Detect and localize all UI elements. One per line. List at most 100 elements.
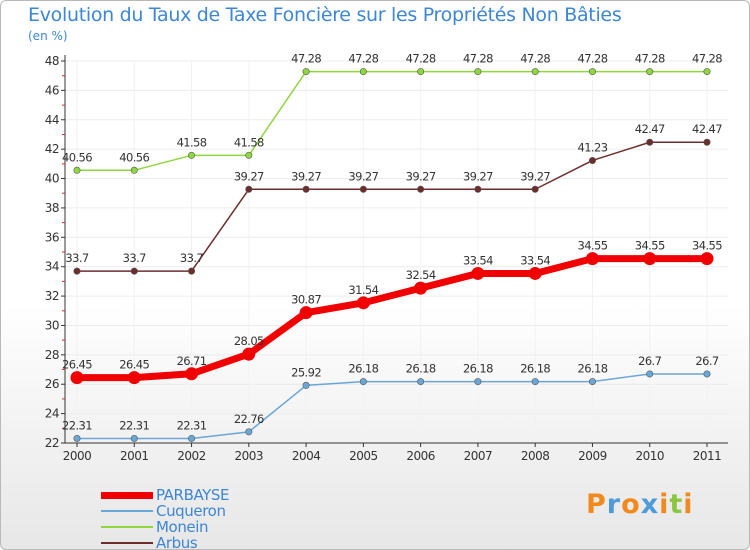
y-tick-label: 42: [45, 142, 59, 156]
data-point-monein: [73, 166, 81, 174]
data-label-arbus: 33.7: [65, 251, 88, 265]
legend-label: Monein: [156, 518, 209, 536]
data-point-monein: [245, 151, 253, 159]
logo-letter: i: [659, 489, 670, 520]
data-point-arbus: [703, 138, 711, 146]
y-tick-label: 38: [45, 201, 59, 215]
data-label-cuqueron: 22.76: [234, 412, 264, 426]
legend-swatch: [101, 542, 153, 544]
series-line-cuqueron: [77, 373, 707, 440]
data-label-arbus: 39.27: [463, 169, 493, 183]
data-point-arbus: [130, 267, 138, 275]
data-point-arbus: [359, 185, 367, 193]
data-point-cuqueron: [245, 428, 253, 436]
data-label-cuqueron: 26.18: [463, 362, 493, 376]
y-tick-label: 22: [45, 436, 59, 450]
x-tick-label: 2002: [177, 449, 206, 463]
logo-letter: i: [683, 489, 694, 520]
data-label-parbayse: 31.54: [348, 283, 378, 297]
data-label-arbus: 42.47: [692, 122, 722, 136]
data-label-cuqueron: 26.18: [348, 362, 378, 376]
data-label-cuqueron: 25.92: [291, 365, 321, 379]
data-point-monein: [130, 166, 138, 174]
data-label-arbus: 33.7: [123, 251, 146, 265]
data-label-parbayse: 33.54: [520, 253, 550, 267]
series-line-parbayse: [77, 255, 707, 382]
data-point-parbayse: [528, 266, 542, 280]
data-point-cuqueron: [646, 370, 654, 378]
data-point-monein: [646, 68, 654, 76]
x-tick-label: 2004: [292, 449, 321, 463]
data-point-monein: [359, 68, 367, 76]
chart-title: Evolution du Taux de Taxe Foncière sur l…: [28, 4, 622, 26]
data-label-cuqueron: 22.31: [62, 418, 92, 432]
x-tick-label: 2001: [120, 449, 149, 463]
y-tick-label: 34: [45, 260, 59, 274]
data-label-parbayse: 32.54: [406, 268, 436, 282]
data-point-parbayse: [127, 371, 141, 385]
data-point-arbus: [188, 267, 196, 275]
data-point-arbus: [417, 185, 425, 193]
data-label-arbus: 39.27: [348, 169, 378, 183]
legend-swatch: [101, 510, 153, 512]
data-label-monein: 40.56: [62, 150, 92, 164]
series-line-monein: [77, 70, 707, 172]
data-point-parbayse: [471, 266, 485, 280]
data-point-monein: [474, 68, 482, 76]
data-label-parbayse: 28.05: [234, 334, 264, 348]
y-tick-label: 36: [45, 230, 59, 244]
data-point-arbus: [531, 185, 539, 193]
data-label-cuqueron: 26.18: [520, 362, 550, 376]
data-point-arbus: [302, 185, 310, 193]
data-point-monein: [302, 68, 310, 76]
data-label-monein: 47.28: [577, 52, 607, 66]
data-label-monein: 41.58: [234, 135, 264, 149]
proxiti-logo: Proxiti: [586, 489, 694, 520]
y-tick-label: 48: [45, 54, 59, 68]
data-point-arbus: [474, 185, 482, 193]
logo-letter: t: [669, 489, 684, 520]
y-tick-label: 32: [45, 289, 59, 303]
data-label-monein: 47.28: [291, 52, 321, 66]
data-point-arbus: [245, 185, 253, 193]
x-tick-label: 2008: [521, 449, 550, 463]
data-label-monein: 47.28: [348, 52, 378, 66]
x-tick-label: 2005: [349, 449, 378, 463]
data-label-arbus: 42.47: [635, 122, 665, 136]
y-tick-label: 40: [45, 172, 59, 186]
x-tick-label: 2011: [693, 449, 722, 463]
data-label-parbayse: 26.45: [119, 358, 149, 372]
data-point-parbayse: [356, 296, 370, 310]
x-tick-label: 2007: [464, 449, 493, 463]
y-tick-label: 28: [45, 348, 59, 362]
data-point-parbayse: [643, 252, 657, 266]
data-point-parbayse: [414, 281, 428, 295]
data-label-parbayse: 33.54: [463, 253, 493, 267]
data-label-cuqueron: 26.18: [577, 362, 607, 376]
data-point-cuqueron: [130, 434, 138, 442]
data-label-monein: 47.28: [463, 52, 493, 66]
data-point-cuqueron: [188, 434, 196, 442]
data-point-cuqueron: [703, 370, 711, 378]
data-label-cuqueron: 26.7: [638, 354, 661, 368]
data-point-cuqueron: [531, 378, 539, 386]
data-label-arbus: 39.27: [291, 169, 321, 183]
data-point-monein: [188, 151, 196, 159]
data-point-cuqueron: [302, 381, 310, 389]
data-point-monein: [531, 68, 539, 76]
data-label-arbus: 39.27: [520, 169, 550, 183]
data-point-parbayse: [299, 306, 313, 320]
legend-label: Arbus: [156, 534, 198, 550]
data-point-parbayse: [242, 347, 256, 361]
data-label-arbus: 41.23: [577, 140, 607, 154]
data-label-monein: 47.28: [692, 52, 722, 66]
data-label-monein: 47.28: [406, 52, 436, 66]
data-point-arbus: [588, 156, 596, 164]
legend-label: Cuqueron: [156, 502, 226, 520]
y-tick-label: 26: [45, 377, 59, 391]
data-point-parbayse: [70, 371, 84, 385]
legend-label: PARBAYSE: [156, 486, 230, 504]
data-point-cuqueron: [417, 378, 425, 386]
data-label-cuqueron: 26.7: [695, 354, 718, 368]
